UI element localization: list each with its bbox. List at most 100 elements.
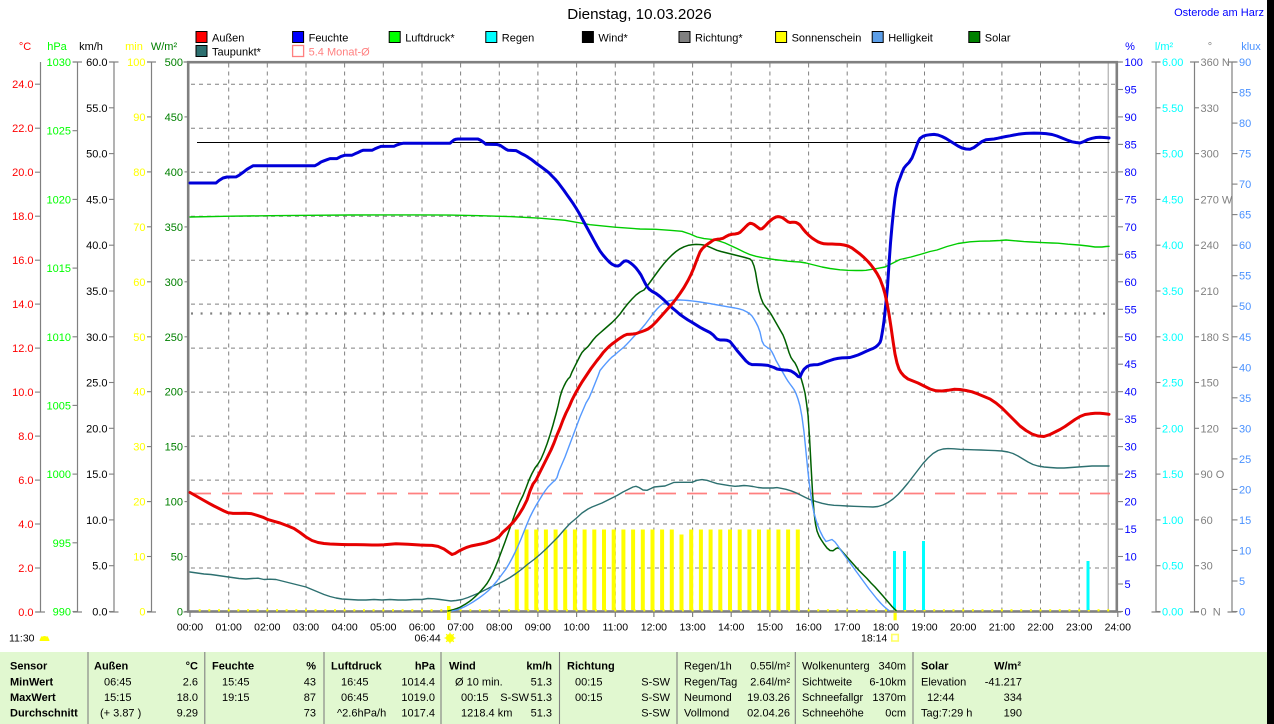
svg-text:4.00: 4.00: [1162, 240, 1183, 252]
svg-text:^2.6hPa/h: ^2.6hPa/h: [337, 708, 386, 720]
svg-text:40: 40: [1239, 362, 1251, 374]
svg-text:270 W: 270 W: [1201, 194, 1233, 206]
svg-text:35: 35: [1125, 414, 1137, 426]
svg-text:5: 5: [1125, 579, 1131, 591]
svg-text:Schneefallgr: Schneefallgr: [802, 692, 863, 704]
svg-text:Elevation: Elevation: [921, 676, 966, 688]
svg-text:15: 15: [1125, 524, 1137, 536]
svg-text:60: 60: [133, 277, 145, 289]
svg-text:00:15: 00:15: [575, 692, 603, 704]
svg-text:10:00: 10:00: [563, 622, 589, 634]
svg-text:100: 100: [165, 497, 183, 509]
svg-text:300: 300: [1201, 149, 1219, 161]
svg-text:334: 334: [1004, 692, 1022, 704]
svg-text:Feuchte: Feuchte: [212, 661, 254, 673]
svg-text:40.0: 40.0: [86, 240, 107, 252]
svg-text:60.0: 60.0: [86, 57, 107, 69]
svg-text:15.0: 15.0: [86, 469, 107, 481]
svg-text:10: 10: [133, 552, 145, 564]
svg-text:06:44: 06:44: [415, 633, 441, 645]
svg-text:5.50: 5.50: [1162, 103, 1183, 115]
svg-text:0: 0: [1239, 607, 1245, 619]
svg-text:0: 0: [177, 607, 183, 619]
svg-text:05:00: 05:00: [370, 622, 396, 634]
svg-text:S-SW: S-SW: [641, 692, 670, 704]
svg-text:50: 50: [171, 552, 183, 564]
svg-text:Sichtweite: Sichtweite: [802, 676, 852, 688]
svg-text:Helligkeit: Helligkeit: [888, 33, 933, 45]
svg-text:S-SW: S-SW: [500, 692, 529, 704]
svg-text:21:00: 21:00: [989, 622, 1015, 634]
svg-text:°C: °C: [186, 661, 198, 673]
svg-text:2.0: 2.0: [18, 563, 33, 575]
svg-text:16.0: 16.0: [12, 255, 33, 267]
svg-text:-41.217: -41.217: [985, 676, 1022, 688]
svg-text:00:15: 00:15: [575, 676, 603, 688]
svg-text:03:00: 03:00: [293, 622, 319, 634]
svg-text:W/m²: W/m²: [994, 661, 1021, 673]
svg-text:70: 70: [133, 222, 145, 234]
svg-text:Wind: Wind: [449, 661, 476, 673]
svg-text:20: 20: [1239, 484, 1251, 496]
svg-text:0 N: 0 N: [1201, 607, 1221, 619]
svg-text:1020: 1020: [47, 194, 71, 206]
svg-text:S-SW: S-SW: [641, 708, 670, 720]
svg-text:Luftdruck: Luftdruck: [331, 661, 383, 673]
svg-text:0cm: 0cm: [885, 708, 906, 720]
svg-text:0.50: 0.50: [1162, 561, 1183, 573]
svg-text:16:45: 16:45: [341, 676, 369, 688]
svg-text:50: 50: [133, 332, 145, 344]
svg-text:00:00: 00:00: [177, 622, 203, 634]
svg-text:Schneehöhe: Schneehöhe: [802, 708, 864, 720]
svg-text:24.0: 24.0: [12, 79, 33, 91]
svg-text:5.00: 5.00: [1162, 149, 1183, 161]
svg-text:9.29: 9.29: [177, 708, 198, 720]
svg-text:Osterode am Harz: Osterode am Harz: [1174, 7, 1264, 19]
svg-text:70: 70: [1239, 179, 1251, 191]
svg-text:Richtung: Richtung: [567, 661, 615, 673]
svg-text:200: 200: [165, 387, 183, 399]
svg-text:MinWert: MinWert: [10, 676, 54, 688]
svg-text:1370m: 1370m: [872, 692, 906, 704]
svg-text:°: °: [1208, 41, 1212, 53]
svg-text:1014.4: 1014.4: [401, 676, 435, 688]
svg-text:01:00: 01:00: [216, 622, 242, 634]
svg-text:55: 55: [1125, 304, 1137, 316]
svg-text:51.3: 51.3: [531, 708, 552, 720]
svg-text:2.6: 2.6: [183, 676, 198, 688]
svg-text:5: 5: [1239, 576, 1245, 588]
svg-text:18.0: 18.0: [12, 211, 33, 223]
svg-text:22.0: 22.0: [12, 123, 33, 135]
svg-text:4.50: 4.50: [1162, 194, 1183, 206]
svg-text:45.0: 45.0: [86, 194, 107, 206]
svg-text:80: 80: [1125, 167, 1137, 179]
svg-text:Sonnenschein: Sonnenschein: [792, 33, 862, 45]
svg-text:02:00: 02:00: [254, 622, 280, 634]
svg-text:Wind*: Wind*: [598, 33, 628, 45]
svg-text:51.3: 51.3: [531, 676, 552, 688]
svg-text:09:00: 09:00: [525, 622, 551, 634]
svg-text:30: 30: [1201, 561, 1213, 573]
svg-text:km/h: km/h: [526, 661, 552, 673]
svg-text:10.0: 10.0: [86, 515, 107, 527]
svg-text:20:00: 20:00: [950, 622, 976, 634]
svg-text:340m: 340m: [878, 661, 906, 673]
svg-text:00:15: 00:15: [461, 692, 489, 704]
svg-text:8.0: 8.0: [18, 431, 33, 443]
svg-text:100: 100: [127, 57, 145, 69]
svg-text:15:00: 15:00: [757, 622, 783, 634]
svg-text:2.50: 2.50: [1162, 378, 1183, 390]
svg-text:150: 150: [1201, 378, 1219, 390]
svg-text:30: 30: [1239, 423, 1251, 435]
svg-text:75: 75: [1125, 194, 1137, 206]
svg-text:0.0: 0.0: [92, 607, 107, 619]
svg-text:250: 250: [165, 332, 183, 344]
svg-text:300: 300: [165, 277, 183, 289]
svg-text:50: 50: [1239, 301, 1251, 313]
svg-text:Regen/1h: Regen/1h: [684, 661, 732, 673]
svg-text:80: 80: [133, 167, 145, 179]
svg-text:240: 240: [1201, 240, 1219, 252]
svg-text:23:00: 23:00: [1066, 622, 1092, 634]
svg-text:Regen/Tag: Regen/Tag: [684, 676, 737, 688]
svg-text:12.0: 12.0: [12, 343, 33, 355]
